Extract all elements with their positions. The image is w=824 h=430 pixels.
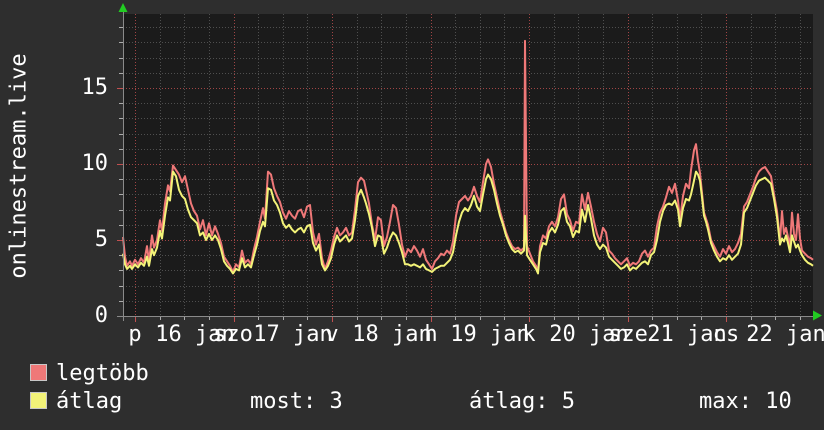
x-axis-date-label: 19 jan (450, 322, 530, 347)
x-axis-date-label: 16 jan (155, 322, 235, 347)
graph-title-vertical: onlinestream.live (6, 53, 32, 279)
legend-label-max: legtöbb (56, 361, 149, 386)
stat-most: most: 3 (250, 389, 343, 414)
stat-atlag: átlag: 5 (469, 389, 575, 414)
legend-swatch-avg (30, 392, 47, 409)
y-axis-arrow-icon (118, 3, 128, 12)
y-axis-label: 15 (81, 75, 109, 100)
x-axis-weekday-label: h (424, 322, 438, 347)
y-axis-label: 0 (94, 303, 108, 328)
x-axis-weekday-label: p (128, 322, 142, 347)
x-axis-weekday-label: szo (213, 322, 253, 347)
x-axis-weekday-label: k (522, 322, 536, 347)
x-axis-date-label: 20 jan (549, 322, 629, 347)
x-axis-date-label: 17 jan (253, 322, 333, 347)
legend-label-avg: átlag (56, 389, 123, 414)
y-axis-label: 10 (81, 151, 109, 176)
y-axis-label: 5 (94, 227, 108, 252)
x-axis-weekday-label: v (325, 322, 339, 347)
x-axis-date-label: 22 jan (746, 322, 824, 347)
x-axis-weekday-label: sze (608, 322, 648, 347)
stat-max: max: 10 (699, 389, 792, 414)
x-axis-weekday-label: cs (712, 322, 740, 347)
legend-swatch-max (30, 364, 47, 381)
x-axis-date-label: 18 jan (352, 322, 432, 347)
x-axis-date-label: 21 jan (647, 322, 727, 347)
x-axis-arrow-icon (813, 310, 822, 321)
